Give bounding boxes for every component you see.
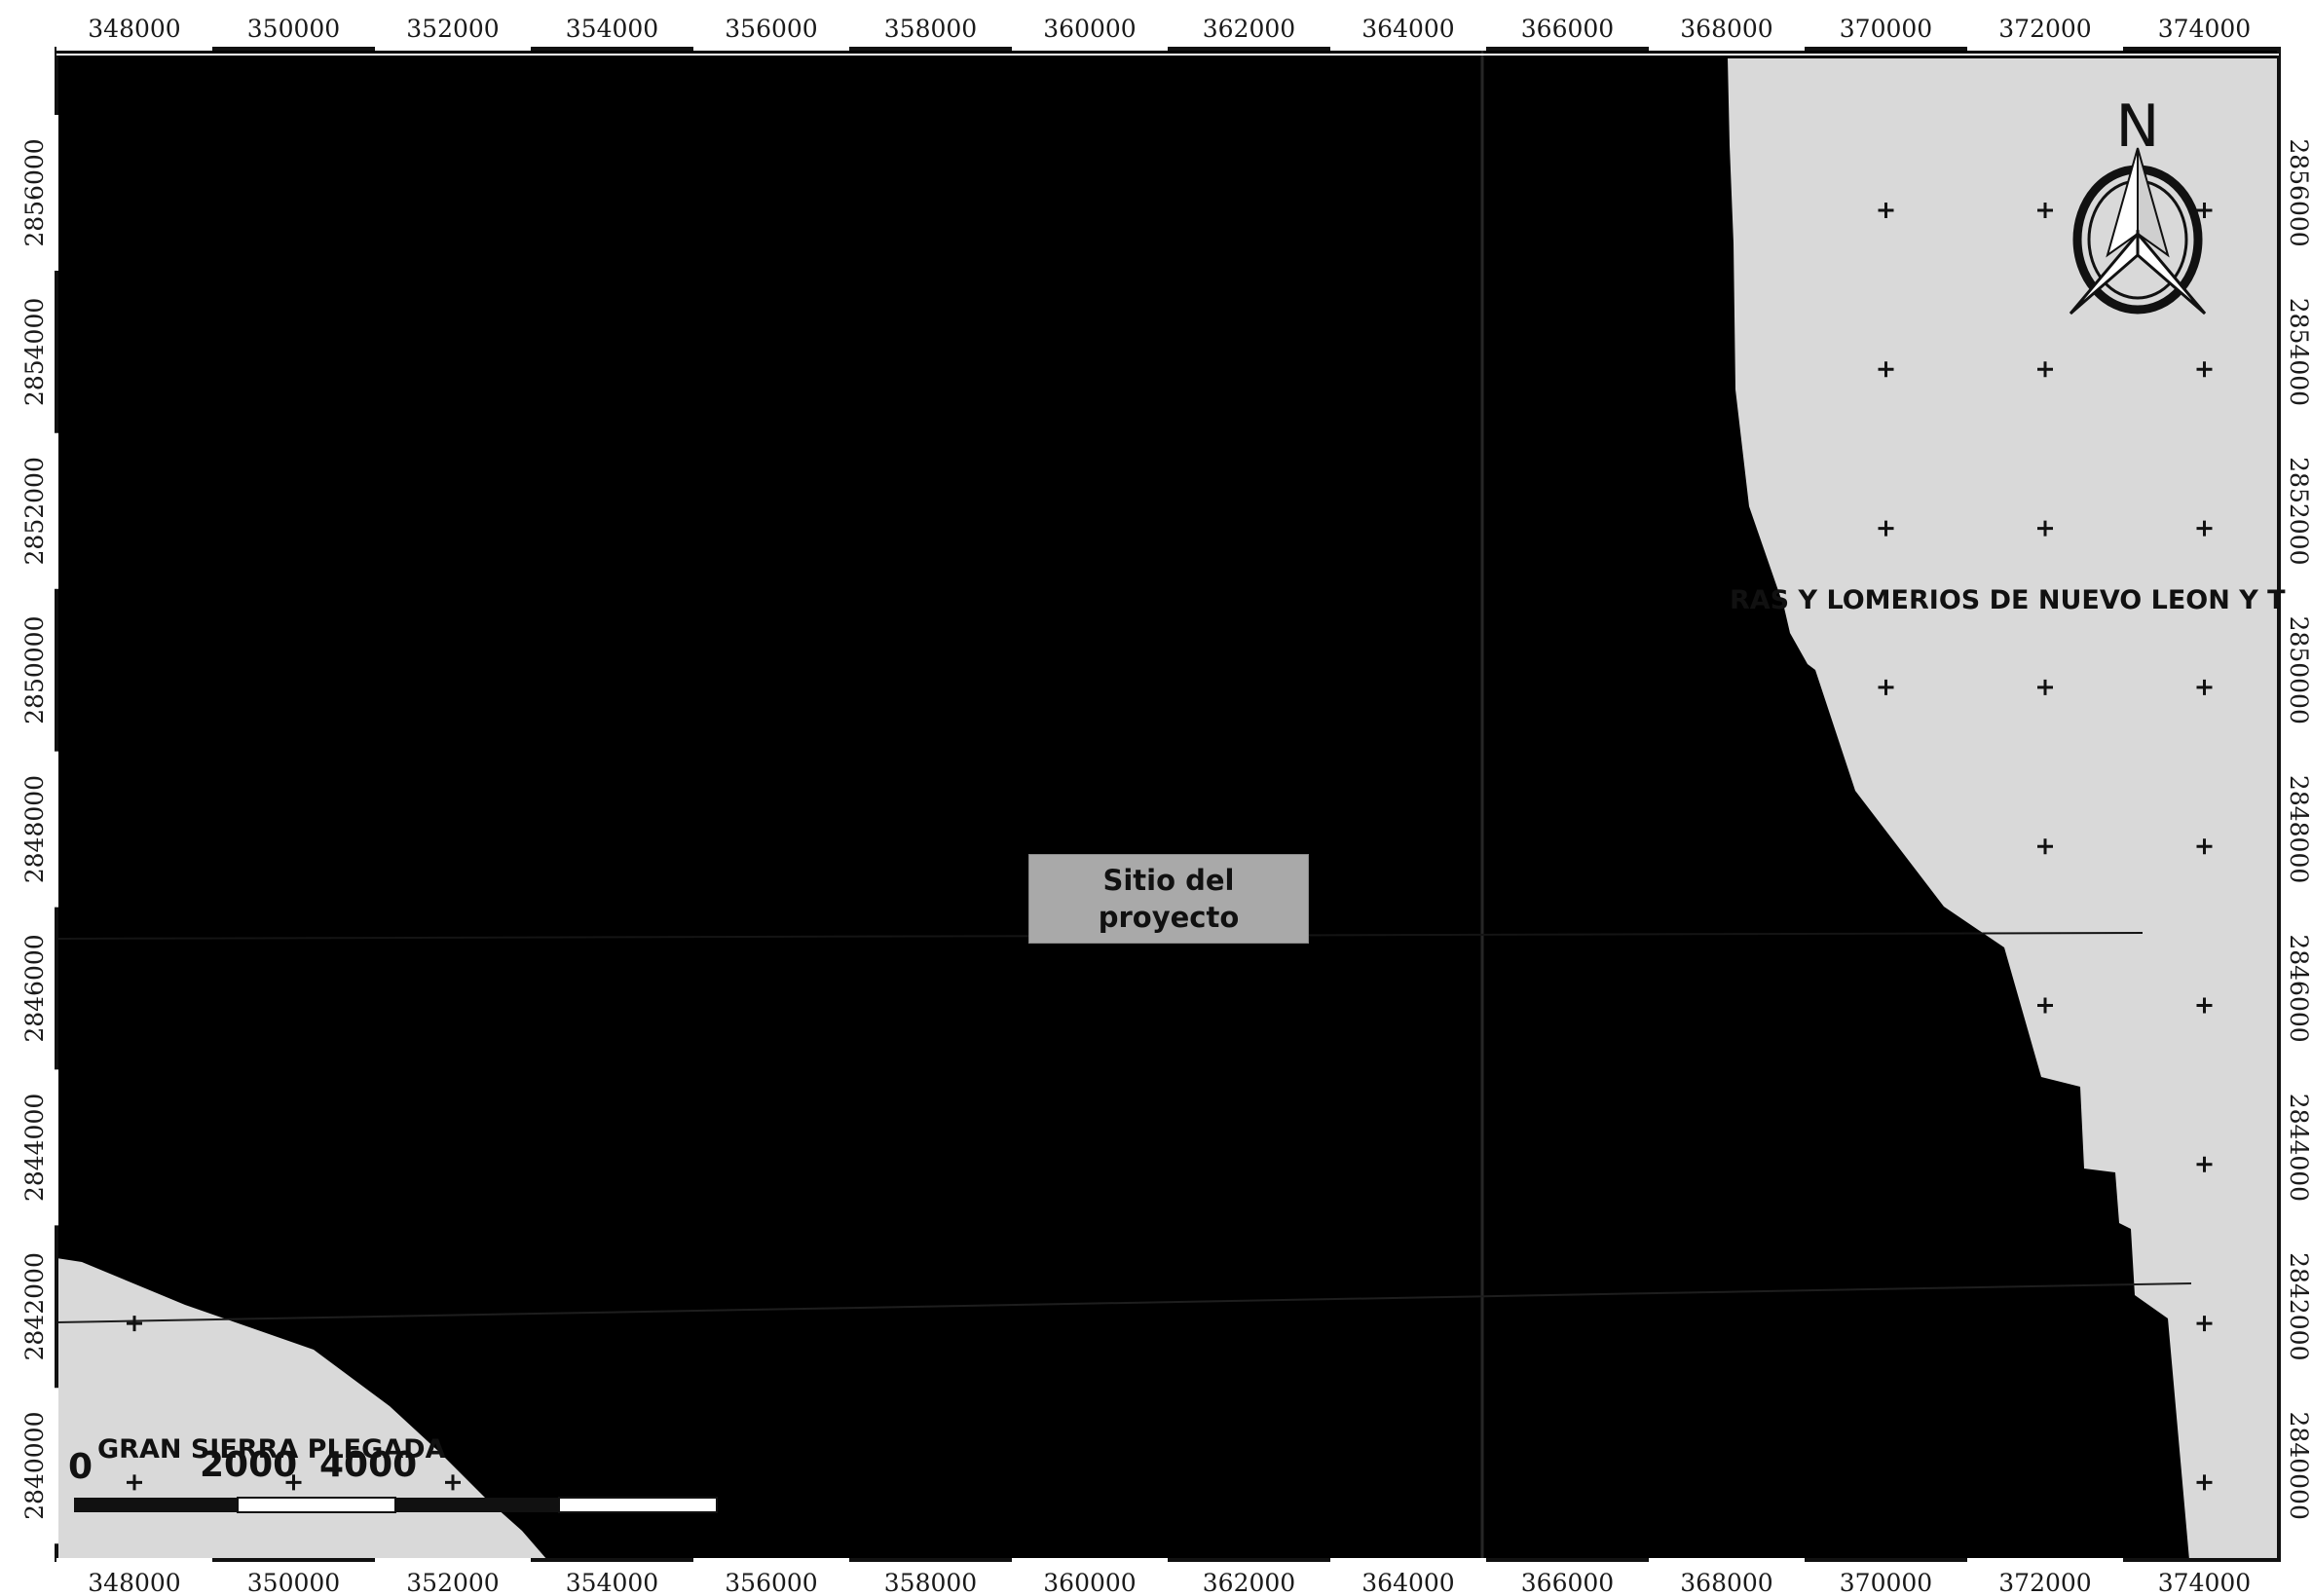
x-tick-label-bottom: 366000 (1521, 1569, 1614, 1596)
y-tick-label-left: 2846000 (20, 934, 49, 1042)
plus-icon (2196, 1474, 2213, 1491)
plus-icon (2037, 203, 2053, 218)
y-tick-label-left: 2844000 (20, 1094, 49, 1202)
scale-label: 4000 (319, 1445, 417, 1485)
scale-label: 2000 (200, 1445, 297, 1485)
y-tick-label-left: 2848000 (20, 775, 49, 883)
x-tick-label-bottom: 368000 (1680, 1569, 1772, 1596)
x-tick-label-bottom: 370000 (1840, 1569, 1932, 1596)
x-tick-label-bottom: 374000 (2158, 1569, 2251, 1596)
x-tick-label-top: 368000 (1680, 15, 1772, 43)
x-tick-label-bottom: 372000 (1998, 1569, 2091, 1596)
plus-icon (285, 1474, 302, 1491)
x-tick-label-top: 348000 (88, 15, 180, 43)
x-tick-label-top: 354000 (566, 15, 658, 43)
plus-icon (2037, 520, 2053, 537)
sierras-lomerios-polygon (1728, 58, 2279, 1560)
plus-icon (2196, 520, 2213, 537)
x-tick-label-bottom: 348000 (88, 1569, 180, 1596)
plus-icon (1878, 361, 1894, 378)
project-site-text: Sitio del proyecto (1098, 864, 1240, 934)
y-tick-label-right: 2846000 (2285, 934, 2312, 1042)
plus-icon (2037, 679, 2053, 695)
y-tick-label-right: 2850000 (2285, 616, 2312, 724)
plus-icon (2196, 997, 2213, 1014)
plus-icon (1878, 203, 1894, 218)
x-tick-label-top: 370000 (1840, 15, 1932, 43)
plus-icon (2196, 838, 2213, 855)
x-tick-label-top: 372000 (1998, 15, 2091, 43)
x-tick-label-bottom: 356000 (725, 1569, 817, 1596)
x-axis-bottom: 348000 350000 352000 354000 356000 358000 3600… (56, 1558, 2251, 1596)
sierras-label: RAS Y LOMERIOS DE NUEVO LEON Y T (1730, 585, 2286, 615)
plus-icon (127, 1316, 142, 1332)
gran-sierra-label: GRAN SIERRA PLEGADA (97, 1434, 446, 1465)
y-tick-label-right: 2852000 (2285, 457, 2312, 565)
y-axis-left: 2856000 2854000 2852000 2850000 2848000 28460… (20, 115, 58, 1544)
plus-icon (2196, 203, 2213, 218)
y-axis-right: 2856000 2854000 2852000 2850000 2848000 28460… (2285, 138, 2312, 1520)
plus-icon (2037, 838, 2053, 855)
x-tick-label-top: 356000 (725, 15, 817, 43)
y-tick-label-right: 2840000 (2285, 1412, 2312, 1520)
plus-icon (1878, 679, 1894, 695)
y-tick-label-right: 2842000 (2285, 1252, 2312, 1360)
grid-markers (127, 203, 2213, 1491)
y-tick-label-right: 2844000 (2285, 1094, 2312, 1202)
plus-icon (2196, 1316, 2213, 1332)
x-tick-label-top: 350000 (247, 15, 340, 43)
x-tick-label-bottom: 358000 (884, 1569, 977, 1596)
x-tick-label-top: 364000 (1361, 15, 1454, 43)
plus-icon (2196, 1156, 2213, 1172)
y-tick-label-right: 2848000 (2285, 775, 2312, 883)
y-tick-label-right: 2854000 (2285, 298, 2312, 406)
project-site-label: Sitio del proyecto (1028, 854, 1309, 944)
y-tick-label-left: 2842000 (20, 1252, 49, 1360)
x-tick-label-bottom: 354000 (566, 1569, 658, 1596)
plus-icon (127, 1474, 142, 1491)
plus-icon (2037, 997, 2053, 1014)
x-tick-label-top: 352000 (406, 15, 499, 43)
scale-label: 0 (68, 1447, 93, 1487)
x-tick-label-top: 362000 (1203, 15, 1295, 43)
sheet-seam-line (56, 1282, 2192, 1323)
plus-icon (445, 1474, 461, 1491)
plus-icon (2196, 679, 2213, 695)
x-tick-label-top: 366000 (1521, 15, 1614, 43)
north-arrow-icon: N (2069, 93, 2207, 315)
gran-sierra-plegada-polygon (56, 1258, 547, 1560)
x-tick-label-top: 374000 (2158, 15, 2251, 43)
x-tick-label-bottom: 350000 (247, 1569, 340, 1596)
x-tick-label-top: 360000 (1043, 15, 1136, 43)
x-tick-label-bottom: 352000 (406, 1569, 499, 1596)
y-tick-label-left: 2854000 (20, 298, 49, 406)
x-axis-top: 348000 350000 352000 354000 356000 358000 3600… (56, 15, 2251, 51)
x-tick-label-bottom: 362000 (1203, 1569, 1295, 1596)
scale-bar: 0 2000 4000 (68, 1445, 718, 1513)
plus-icon (2037, 361, 2053, 378)
y-tick-label-left: 2856000 (20, 138, 49, 246)
y-tick-label-right: 2856000 (2285, 138, 2312, 246)
x-tick-label-bottom: 360000 (1043, 1569, 1136, 1596)
plus-icon (2196, 361, 2213, 378)
x-tick-label-bottom: 364000 (1361, 1569, 1454, 1596)
north-letter: N (2116, 93, 2160, 161)
x-tick-label-top: 358000 (884, 15, 977, 43)
plus-icon (1878, 520, 1894, 537)
y-tick-label-left: 2852000 (20, 457, 49, 565)
y-tick-label-left: 2840000 (20, 1412, 49, 1520)
y-tick-label-left: 2850000 (20, 616, 49, 724)
